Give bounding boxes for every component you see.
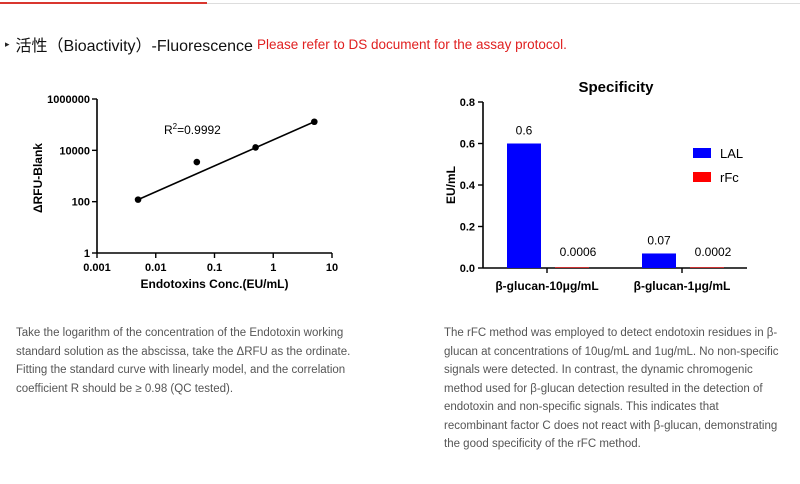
y-tick-label: 100: [72, 197, 90, 209]
r-value: =0.9992: [177, 123, 221, 137]
standard-curve-chart: 1 100 10000 1000000 0.001 0.01 0.1 1 10 Endotoxin…: [31, 94, 338, 291]
data-point: [311, 118, 318, 126]
r-squared-annotation: R2=0.9992: [164, 122, 221, 137]
y-tick-label: 1000000: [47, 94, 90, 106]
protocol-note: Please refer to DS document for the assa…: [256, 36, 567, 52]
y-tick-label: 10000: [59, 145, 90, 157]
section-title: 活性（Bioactivity）-Fluorescence: [15, 38, 253, 55]
specificity-description: The rFC method was employed to detect en…: [444, 327, 779, 450]
data-point: [252, 144, 259, 151]
x-tick-label: 1: [270, 262, 276, 274]
r-superscript: 2: [173, 122, 178, 131]
fit-line: [137, 121, 315, 201]
data-point: [193, 158, 201, 166]
r-symbol: R: [164, 123, 173, 137]
x-tick-label: 0.001: [83, 262, 111, 274]
y-axis-label: ΔRFU-Blank: [31, 143, 45, 213]
standard-curve-description: Take the logarithm of the concentration …: [16, 327, 351, 395]
x-tick-label: 0.1: [207, 262, 222, 274]
x-tick-label: 0.01: [145, 262, 166, 274]
x-tick-label: 10: [326, 262, 338, 274]
top-divider: [0, 3, 800, 4]
triangle-marker-icon: ▸: [5, 38, 10, 49]
x-axis-label: Endotoxins Conc.(EU/mL): [141, 277, 289, 291]
y-tick-label: 1: [84, 248, 90, 260]
data-point: [134, 196, 142, 203]
top-accent-bar: [0, 2, 207, 4]
section-heading: ▸ 活性（Bioactivity）-Fluorescence Please re…: [5, 34, 567, 56]
